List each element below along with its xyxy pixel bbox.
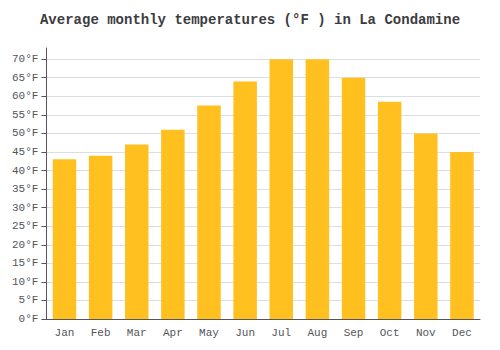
svg-text:Dec: Dec: [452, 327, 472, 339]
svg-text:35°F: 35°F: [12, 183, 38, 195]
svg-text:Sep: Sep: [344, 327, 364, 339]
svg-text:Jan: Jan: [55, 327, 75, 339]
svg-text:55°F: 55°F: [12, 109, 38, 121]
svg-text:0°F: 0°F: [19, 313, 39, 325]
svg-text:25°F: 25°F: [12, 220, 38, 232]
svg-text:Mar: Mar: [127, 327, 147, 339]
svg-text:60°F: 60°F: [12, 90, 38, 102]
svg-text:50°F: 50°F: [12, 127, 38, 139]
svg-text:30°F: 30°F: [12, 202, 38, 214]
svg-text:20°F: 20°F: [12, 239, 38, 251]
svg-text:Oct: Oct: [380, 327, 400, 339]
svg-text:70°F: 70°F: [12, 53, 38, 65]
svg-text:40°F: 40°F: [12, 165, 38, 177]
svg-text:Nov: Nov: [416, 327, 436, 339]
svg-text:5°F: 5°F: [19, 294, 39, 306]
svg-text:Feb: Feb: [91, 327, 111, 339]
svg-text:15°F: 15°F: [12, 257, 38, 269]
svg-text:Apr: Apr: [163, 327, 183, 339]
svg-text:Jul: Jul: [271, 327, 291, 339]
svg-text:May: May: [199, 327, 219, 339]
svg-text:10°F: 10°F: [12, 276, 38, 288]
svg-text:Jun: Jun: [235, 327, 255, 339]
svg-text:Average monthly temperatures (: Average monthly temperatures (°F ) in La…: [40, 12, 460, 28]
svg-text:Aug: Aug: [307, 327, 327, 339]
svg-text:45°F: 45°F: [12, 146, 38, 158]
svg-text:65°F: 65°F: [12, 72, 38, 84]
